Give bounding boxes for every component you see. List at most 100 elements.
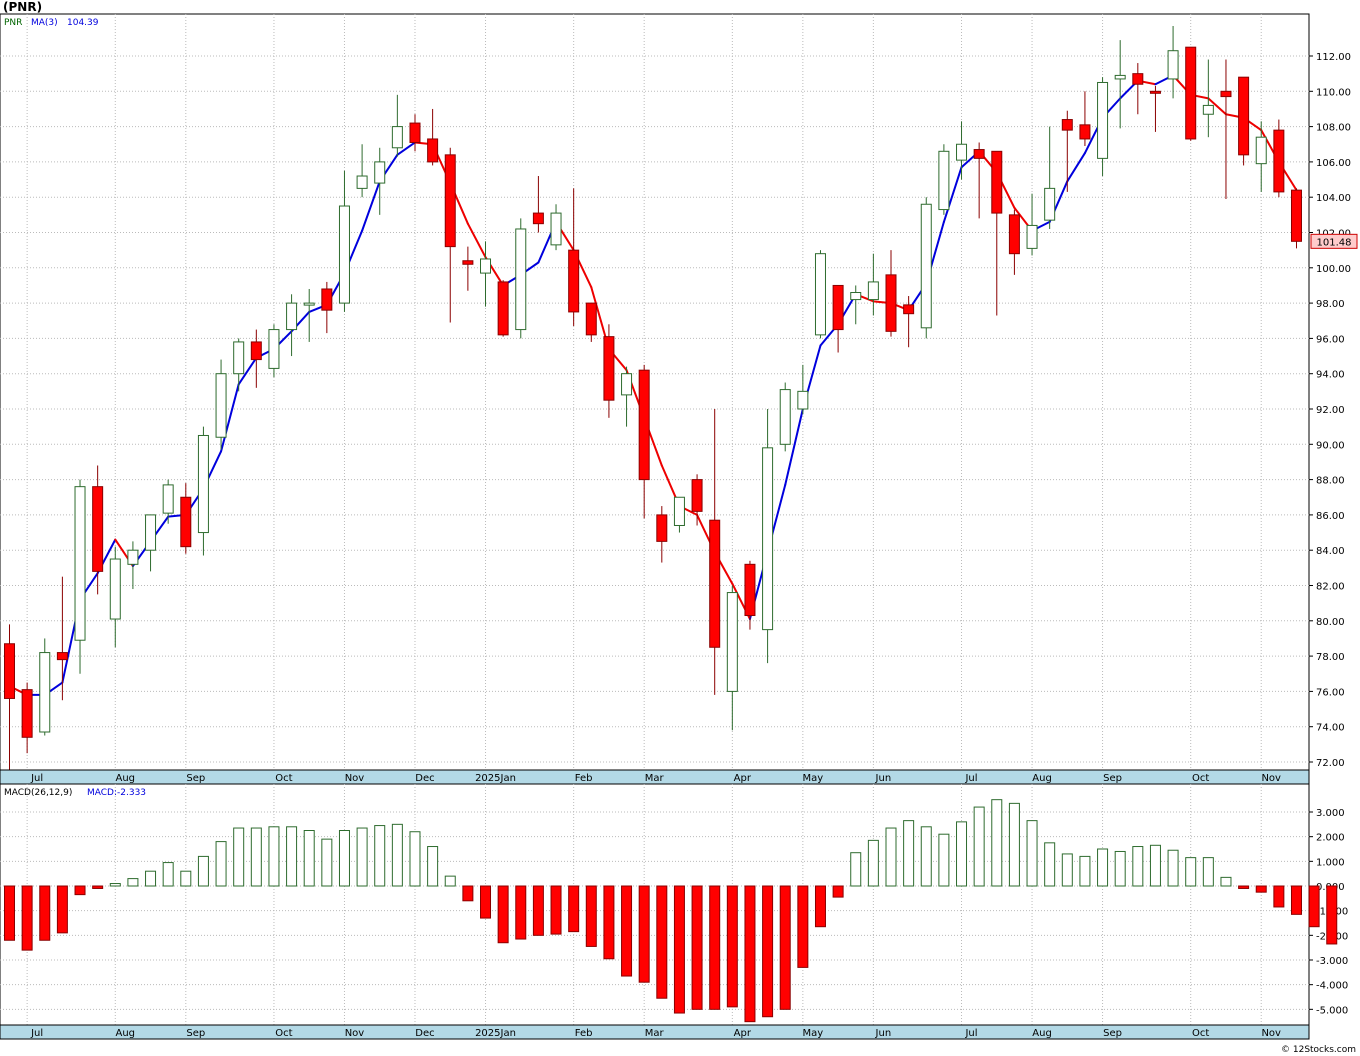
candle-down [991, 150, 1003, 214]
candle-down [638, 369, 650, 481]
price-tick-label: 90.00 [1316, 440, 1345, 451]
ma-segment [942, 166, 963, 223]
candle-up [920, 203, 932, 329]
macd-bar-negative [74, 885, 86, 896]
price-x-tick-label: Jul [30, 773, 43, 784]
macd-panel [0, 783, 1310, 1026]
macd-bar-negative [1255, 885, 1267, 893]
macd-bar-positive [409, 831, 421, 887]
price-tick-label: 94.00 [1316, 370, 1345, 381]
macd-bar-positive [444, 875, 456, 887]
ma-segment [784, 408, 804, 486]
candle-up [374, 161, 386, 184]
candle-up [268, 329, 280, 369]
macd-time-band [0, 1024, 1310, 1040]
macd-bar-positive [338, 830, 350, 887]
macd-bar-negative [550, 885, 562, 935]
macd-bar-negative [603, 885, 615, 960]
candle-up [303, 302, 315, 306]
candle-up [621, 373, 633, 396]
macd-x-tick-label: Apr [734, 1028, 752, 1039]
candle-up [814, 253, 826, 336]
macd-bar-positive [1185, 857, 1197, 887]
macd-bar-negative [797, 885, 809, 968]
macd-bar-positive [374, 825, 386, 887]
price-tick-label: 104.00 [1316, 193, 1351, 204]
candle-up [956, 143, 968, 161]
macd-bar-negative [92, 885, 104, 889]
price-tick-label: 80.00 [1316, 617, 1345, 628]
macd-bar-positive [109, 883, 121, 887]
macd-bar-positive [356, 827, 368, 887]
macd-bar-negative [832, 885, 844, 898]
candle-up [39, 652, 51, 733]
macd-bar-positive [303, 830, 315, 887]
candle-down [973, 149, 985, 159]
price-x-tick-label: Sep [186, 773, 205, 784]
price-x-tick-label: Dec [415, 773, 434, 784]
macd-legend-value: MACD:-2.333 [87, 788, 146, 798]
price-x-tick-label: 2025Jan [475, 773, 516, 784]
ma-legend-value: 104.39 [67, 18, 99, 28]
macd-x-tick-label: Sep [1103, 1028, 1122, 1039]
ma-legend-label: MA(3) [31, 18, 58, 28]
macd-bar-negative [1326, 885, 1338, 945]
candle-down [691, 479, 703, 512]
candle-up [109, 558, 121, 620]
candle-up [286, 302, 298, 331]
candle-down [832, 284, 844, 331]
macd-bar-negative [814, 885, 826, 928]
price-tick-label: 86.00 [1316, 511, 1345, 522]
macd-x-tick-label: Jul [964, 1028, 977, 1039]
macd-x-tick-label: May [803, 1028, 824, 1039]
candle-up [162, 484, 174, 514]
ma-segment [220, 383, 240, 453]
last-price-tag [1310, 233, 1358, 249]
price-y-axis: 72.00 74.00 76.00 78.00 80.00 82.00 84.00 86.00… [1309, 52, 1351, 769]
macd-tick-label: -5.000 [1316, 1005, 1348, 1016]
candle-down [603, 336, 615, 401]
macd-bar-negative [462, 885, 474, 902]
macd-bar-positive [1132, 846, 1144, 887]
candle-down [532, 212, 544, 225]
macd-bar-negative [673, 885, 685, 1014]
macd-tick-label: 1.000 [1316, 857, 1345, 868]
candle-up [797, 390, 809, 410]
macd-bar-positive [920, 826, 932, 887]
candle-down [1238, 76, 1250, 156]
macd-x-tick-label: Aug [1032, 1028, 1052, 1039]
price-x-tick-label: Sep [1103, 773, 1122, 784]
macd-bar-negative [726, 885, 738, 1008]
price-tick-label: 92.00 [1316, 405, 1345, 416]
candle-up [356, 175, 368, 189]
macd-x-tick-label: Nov [345, 1028, 365, 1039]
price-tick-label: 100.00 [1316, 264, 1351, 275]
candle-up [1097, 81, 1109, 159]
macd-bar-positive [973, 806, 985, 887]
candle-down [92, 486, 104, 572]
macd-bar-positive [956, 821, 968, 887]
ma-segment [466, 222, 487, 259]
macd-bar-negative [532, 885, 544, 936]
candle-down [1061, 119, 1073, 131]
candle-up [550, 212, 562, 246]
price-x-tick-label: May [803, 773, 824, 784]
macd-bar-negative [480, 885, 492, 919]
macd-x-tick-label: Dec [415, 1028, 434, 1039]
candle-up [74, 486, 86, 641]
macd-x-tick-label: Nov [1261, 1028, 1281, 1039]
macd-bar-negative [56, 885, 68, 934]
candle-down [585, 302, 597, 336]
candle-down [250, 341, 262, 361]
macd-bar-positive [867, 839, 879, 887]
price-x-axis: Jul Aug Sep Oct Nov Dec 2025Jan Feb Mar Apr May Jun… [30, 773, 1281, 784]
macd-tick-label: 3.000 [1316, 808, 1345, 819]
macd-x-tick-label: Aug [116, 1028, 136, 1039]
macd-bar-positive [391, 823, 403, 887]
price-x-tick-label: Jul [964, 773, 977, 784]
price-tick-label: 78.00 [1316, 652, 1345, 663]
macd-bar-positive [1079, 855, 1091, 887]
candle-down [180, 496, 192, 548]
price-tick-label: 98.00 [1316, 299, 1345, 310]
candle-up [215, 373, 227, 438]
